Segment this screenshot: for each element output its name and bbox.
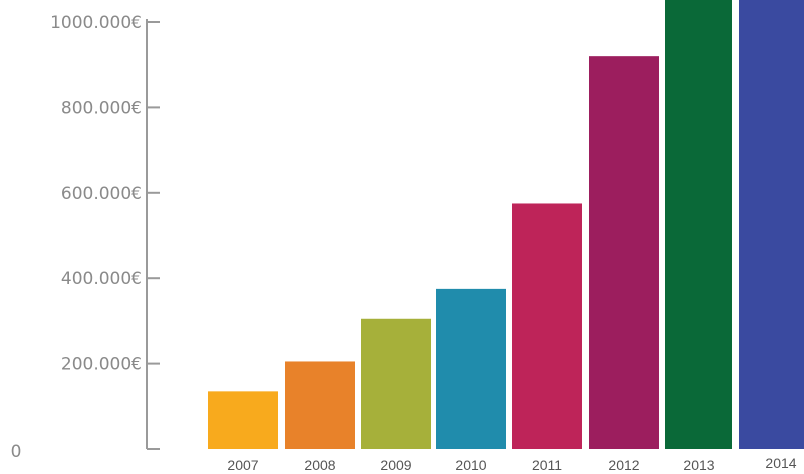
x-tick-label: 2012 — [608, 457, 639, 473]
bar-2010 — [436, 288, 506, 449]
x-tick-label: 2011 — [532, 457, 562, 473]
x-axis: 2007 2008 2009 2010 2011 2012 2013 2014 — [227, 455, 796, 473]
bar-2008 — [285, 361, 355, 449]
y-tick-label: 1000.000€ — [50, 13, 142, 33]
x-tick-label: 2014 — [765, 455, 796, 471]
bar-2012 — [589, 56, 659, 449]
y-tick-label: 800.000€ — [61, 98, 142, 118]
bar-2013 — [665, 0, 732, 449]
y-tick-label: 0 — [11, 442, 22, 462]
y-tick-label: 200.000€ — [61, 355, 142, 375]
bars — [208, 0, 804, 449]
x-tick-label: 2009 — [380, 457, 411, 473]
y-tick-label: 400.000€ — [61, 269, 142, 289]
x-tick-label: 2010 — [455, 457, 486, 473]
bar-2009 — [361, 318, 431, 449]
x-tick-label: 2013 — [683, 457, 714, 473]
x-tick-label: 2008 — [304, 457, 335, 473]
y-axis: 0 200.000€ 400.000€ 600.000€ 800.000€ 1000.00… — [11, 13, 160, 462]
bar-2011 — [512, 203, 582, 449]
bar-2007 — [208, 391, 278, 449]
x-tick-label: 2007 — [227, 457, 258, 473]
bar-2014 — [739, 0, 804, 449]
y-tick-label: 600.000€ — [61, 184, 142, 204]
